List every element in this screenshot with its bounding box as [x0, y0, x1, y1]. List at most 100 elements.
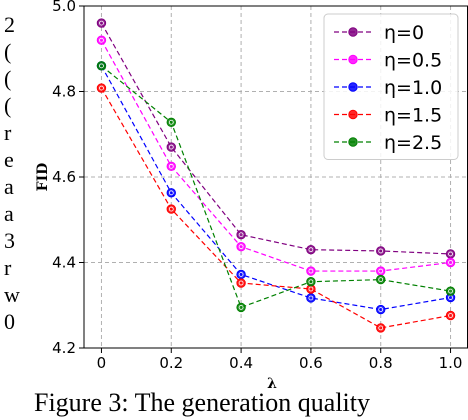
- margin-glyph: (: [4, 93, 12, 118]
- data-point: [306, 244, 316, 255]
- data-point-ring: [308, 279, 314, 285]
- series-3: [96, 83, 456, 333]
- legend-item: η=1.5: [334, 105, 442, 127]
- series-line: [100, 39, 451, 272]
- data-point-ring: [168, 144, 174, 150]
- x-tick-label: 0.2: [159, 354, 183, 372]
- legend-item: η=0.5: [334, 50, 442, 72]
- data-point: [96, 61, 107, 71]
- data-point-ring: [168, 119, 174, 125]
- data-point-ring: [238, 244, 244, 250]
- y-tick-label: 4.8: [52, 83, 76, 101]
- data-point-ring: [308, 286, 314, 292]
- data-point-ring: [168, 190, 174, 196]
- series-line: [100, 22, 451, 255]
- data-point-ring: [308, 247, 314, 253]
- data-point-ring: [448, 288, 453, 294]
- legend-label: η=0: [384, 22, 424, 44]
- data-point: [376, 246, 386, 256]
- data-point-ring: [378, 277, 384, 283]
- y-tick-label: 4.4: [52, 254, 76, 272]
- data-point: [96, 18, 107, 28]
- data-point: [236, 241, 246, 252]
- legend-item: η=0: [334, 22, 424, 44]
- data-point-ring: [308, 268, 314, 274]
- data-point-ring: [378, 325, 384, 331]
- x-tick-label: 0.6: [299, 354, 323, 372]
- legend-marker: [348, 109, 358, 120]
- data-point: [376, 266, 386, 276]
- y-tick-label: 5.0: [52, 0, 76, 15]
- figure-caption: Figure 3: The generation quality: [34, 388, 370, 417]
- data-point: [236, 269, 246, 280]
- data-point-ring: [238, 272, 244, 277]
- y-axis-label: FID: [35, 163, 51, 192]
- x-tick-label: 0: [97, 354, 107, 372]
- data-point-ring: [168, 163, 174, 169]
- data-point-ring: [448, 251, 453, 257]
- data-point: [236, 230, 246, 240]
- data-point: [306, 277, 316, 287]
- data-point-ring: [308, 295, 314, 301]
- data-point: [445, 286, 456, 296]
- margin-glyph: e: [4, 147, 14, 172]
- y-tick-label: 4.6: [52, 168, 76, 186]
- margin-glyph: r: [4, 120, 12, 145]
- data-point: [236, 278, 246, 288]
- series-4: [96, 61, 456, 313]
- data-point-ring: [448, 313, 453, 318]
- data-point-ring: [99, 37, 104, 43]
- data-point-ring: [448, 260, 453, 265]
- data-point: [376, 304, 386, 315]
- data-point-ring: [378, 248, 384, 254]
- series-1: [96, 35, 456, 276]
- data-point-ring: [99, 20, 104, 26]
- axis-ticks: 0 0.2 0.4 0.6 0.8 1.0 4.2 4.4 4.6 4.8 5.0: [52, 0, 462, 372]
- data-point-ring: [168, 206, 174, 212]
- margin-glyph: (: [4, 66, 12, 91]
- series-line: [101, 65, 451, 309]
- legend-label: η=1.5: [384, 105, 442, 127]
- data-point: [376, 274, 386, 285]
- legend-item: η=2.5: [334, 132, 442, 154]
- legend-marker: [348, 82, 358, 92]
- legend-box: [323, 13, 459, 160]
- data-point: [166, 204, 176, 214]
- x-tick-label: 0.4: [229, 354, 253, 372]
- data-point-ring: [378, 268, 384, 274]
- data-point-ring: [99, 85, 104, 91]
- data-point-ring: [238, 280, 244, 286]
- data-point: [445, 249, 456, 259]
- data-point-ring: [378, 307, 384, 312]
- legend: η=0 η=0.5 η=1.0 η=1.5 η=2.5: [323, 13, 459, 160]
- data-point: [236, 302, 246, 313]
- margin-glyph: a: [4, 174, 14, 199]
- legend-label: η=2.5: [384, 132, 442, 154]
- margin-glyph: w: [4, 282, 20, 307]
- y-tick-label: 4.2: [52, 339, 76, 357]
- margin-glyph: (: [4, 39, 12, 64]
- margin-glyph: r: [4, 255, 12, 280]
- data-point: [306, 293, 316, 303]
- legend-marker: [348, 54, 358, 65]
- data-point: [376, 323, 386, 333]
- legend-item: η=1.0: [334, 77, 442, 99]
- data-point-ring: [99, 63, 104, 69]
- legend-marker: [348, 27, 358, 37]
- data-point-ring: [238, 232, 244, 238]
- series-line: [100, 87, 451, 329]
- data-point: [166, 142, 176, 152]
- series-layer: [96, 18, 456, 333]
- data-point: [306, 266, 316, 276]
- data-point: [166, 161, 176, 172]
- legend-marker: [348, 137, 358, 147]
- x-tick-label: 0.8: [369, 354, 393, 372]
- margin-glyph: 2: [4, 12, 15, 37]
- data-point: [96, 83, 107, 93]
- series-0: [96, 18, 456, 259]
- margin-glyph: a: [4, 201, 14, 226]
- data-point-ring: [238, 304, 244, 310]
- data-point: [96, 35, 107, 45]
- legend-label: η=0.5: [384, 50, 442, 72]
